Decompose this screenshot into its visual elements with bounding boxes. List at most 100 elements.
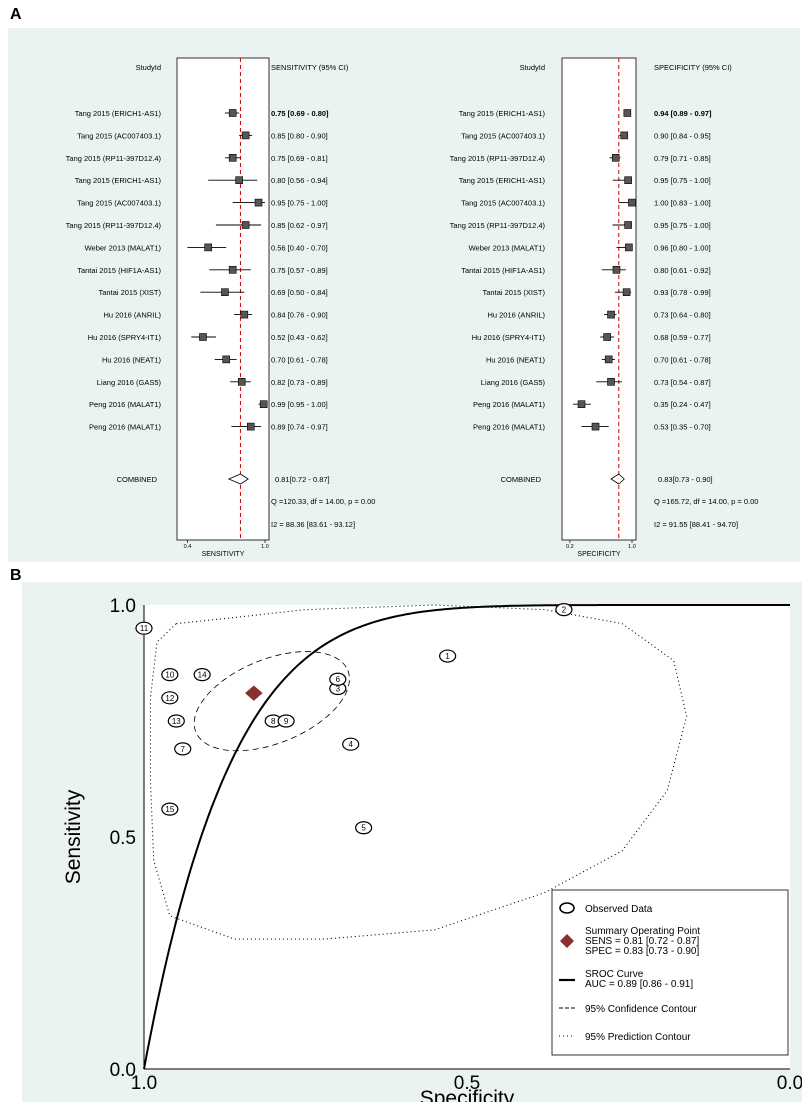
sens-ci-text: 0.80 [0.56 - 0.94]	[271, 176, 328, 185]
spec-point-estimate	[604, 355, 613, 364]
sens-point-estimate	[228, 109, 237, 117]
spec-ci-text: 0.94 [0.89 - 0.97]	[654, 109, 712, 118]
observed-data-point-label: 13	[172, 717, 181, 726]
sens-point-estimate	[228, 266, 237, 274]
spec-study-label: Tang 2015 (AC007403.1)	[461, 131, 545, 140]
sens-ci-text: 0.95 [0.75 - 1.00]	[271, 199, 328, 208]
sens-ci-text: 0.85 [0.62 - 0.97]	[271, 221, 328, 230]
x-tick-label: 0.0	[777, 1073, 802, 1094]
spec-combined-text: 0.83[0.73 - 0.90]	[658, 475, 713, 484]
spec-point-estimate	[577, 400, 586, 409]
sens-point-estimate	[228, 154, 237, 162]
spec-ci-text: 0.96 [0.80 - 1.00]	[654, 243, 711, 252]
panel-b-label: B	[10, 567, 22, 584]
sens-q-statistic: Q =120.33, df = 14.00, p = 0.00	[271, 497, 375, 506]
sens-ci-text: 0.75 [0.69 - 0.81]	[271, 154, 328, 163]
spec-study-label: Tang 2015 (AC007403.1)	[461, 199, 545, 208]
sens-study-label: Peng 2016 (MALAT1)	[89, 423, 161, 432]
sens-ci-text: 0.75 [0.57 - 0.89]	[271, 266, 328, 275]
spec-study-label: Weber 2013 (MALAT1)	[469, 243, 546, 252]
sens-ci-text: 0.70 [0.61 - 0.78]	[271, 355, 328, 364]
spec-study-label: Tang 2015 (ERICH1-AS1)	[459, 176, 546, 185]
legend-prediction-label: 95% Prediction Contour	[585, 1032, 691, 1043]
legend-sroc-title: SROC Curve	[585, 969, 644, 980]
spec-ci-text: 0.73 [0.64 - 0.80]	[654, 311, 711, 320]
sens-ci-text: 0.84 [0.76 - 0.90]	[271, 311, 328, 320]
sens-study-label: Tang 2015 (ERICH1-AS1)	[75, 176, 162, 185]
spec-combined-label: COMBINED	[501, 475, 542, 484]
sens-ci-text: 0.82 [0.73 - 0.89]	[271, 378, 328, 387]
sens-combined-text: 0.81[0.72 - 0.87]	[275, 475, 330, 484]
sens-study-label: Tang 2015 (AC007403.1)	[77, 131, 161, 140]
sens-study-label: Tang 2015 (RP11-397D12.4)	[66, 221, 162, 230]
observed-data-point-label: 15	[165, 805, 174, 814]
sens-axis-label: SENSITIVITY	[202, 551, 245, 558]
sens-study-label: Tang 2015 (AC007403.1)	[77, 199, 161, 208]
sens-ci-text: 0.56 [0.40 - 0.70]	[271, 243, 328, 252]
summary-operating-point	[245, 685, 263, 701]
forest-plot-svg: StudyId SENSITIVITY (95% CI) Tang 2015 (ER…	[66, 57, 758, 558]
spec-point-estimate	[628, 198, 636, 207]
observed-data-point	[167, 714, 185, 728]
sens-ci-text: 0.85 [0.80 - 0.90]	[271, 131, 328, 140]
x-tick-label: 0.5	[454, 1073, 480, 1094]
sens-ci-text: 0.69 [0.50 - 0.84]	[271, 288, 328, 297]
sens-ci-text: 0.52 [0.43 - 0.62]	[271, 333, 328, 342]
spec-ci-text: 1.00 [0.83 - 1.00]	[654, 199, 711, 208]
spec-ci-text: 0.95 [0.75 - 1.00]	[654, 176, 711, 185]
legend-observed-label: Observed Data	[585, 904, 653, 915]
legend-confidence-label: 95% Confidence Contour	[585, 1004, 697, 1015]
spec-ci-text: 0.80 [0.61 - 0.92]	[654, 266, 711, 275]
sens-stat-header: SENSITIVITY (95% CI)	[271, 63, 349, 72]
sens-study-label: Tang 2015 (ERICH1-AS1)	[75, 109, 162, 118]
observed-data-point-label: 8	[271, 717, 276, 726]
observed-data-point	[161, 691, 179, 705]
sens-ci-text: 0.75 [0.69 - 0.80]	[271, 109, 329, 118]
sens-study-label: Tang 2015 (RP11-397D12.4)	[66, 154, 162, 163]
spec-ci-text: 0.70 [0.61 - 0.78]	[654, 355, 711, 364]
spec-ci-text: 0.90 [0.84 - 0.95]	[654, 131, 711, 140]
sens-study-label: Peng 2016 (MALAT1)	[89, 400, 161, 409]
observed-data-point-label: 3	[336, 685, 341, 694]
spec-ci-text: 0.93 [0.78 - 0.99]	[654, 288, 711, 297]
observed-data-point-label: 1	[445, 652, 450, 661]
observed-data-point	[342, 737, 360, 751]
x-tick-label: 1.0	[131, 1073, 157, 1094]
spec-study-label: Tang 2015 (RP11-397D12.4)	[450, 154, 546, 163]
observed-data-point-label: 11	[140, 624, 149, 633]
observed-data-point	[555, 603, 573, 617]
panel-a-label: A	[10, 6, 22, 23]
sens-plot-box	[176, 57, 270, 541]
spec-study-label: Peng 2016 (MALAT1)	[473, 400, 545, 409]
y-tick-label: 0.5	[110, 828, 136, 849]
observed-data-point-label: 7	[181, 745, 186, 754]
spec-point-estimate	[607, 310, 615, 319]
spec-i2-statistic: I2 = 91.55 [88.41 - 94.70]	[654, 520, 738, 529]
spec-point-estimate	[623, 109, 632, 117]
sens-study-label: Hu 2016 (SPRY4-IT1)	[88, 333, 162, 342]
legend-summary-title: Summary Operating Point	[585, 926, 700, 937]
observed-data-point-label: 10	[165, 671, 174, 680]
observed-data-point	[355, 821, 373, 835]
legend-observed-icon	[559, 902, 575, 914]
spec-axis-label: SPECIFICITY	[577, 551, 621, 558]
spec-study-label: Hu 2016 (NEAT1)	[486, 355, 546, 364]
sens-study-label: Tantai 2015 (HIF1A-AS1)	[77, 266, 161, 275]
spec-q-statistic: Q =165.72, df = 14.00, p = 0.00	[654, 497, 758, 506]
spec-ci-text: 0.35 [0.24 - 0.47]	[654, 400, 711, 409]
sens-study-label: Hu 2016 (ANRIL)	[103, 311, 161, 320]
spec-point-estimate	[624, 176, 632, 184]
sens-point-estimate	[259, 400, 268, 409]
forest-plot-panel: StudyId SENSITIVITY (95% CI) Tang 2015 (ER…	[8, 28, 800, 562]
sens-study-label: Liang 2016 (GAS5)	[97, 378, 162, 387]
legend-summary-sens: SENS = 0.81 [0.72 - 0.87]	[585, 936, 699, 947]
sens-study-label: Tantai 2015 (XIST)	[98, 288, 161, 297]
spec-point-estimate	[611, 154, 620, 162]
spec-point-estimate	[591, 422, 600, 431]
spec-study-label: Hu 2016 (ANRIL)	[487, 311, 545, 320]
sens-point-estimate	[222, 355, 231, 364]
spec-point-estimate	[625, 243, 633, 252]
sens-i2-statistic: I2 = 88.36 [83.61 - 93.12]	[271, 520, 355, 529]
y-tick-label: 1.0	[110, 596, 136, 617]
